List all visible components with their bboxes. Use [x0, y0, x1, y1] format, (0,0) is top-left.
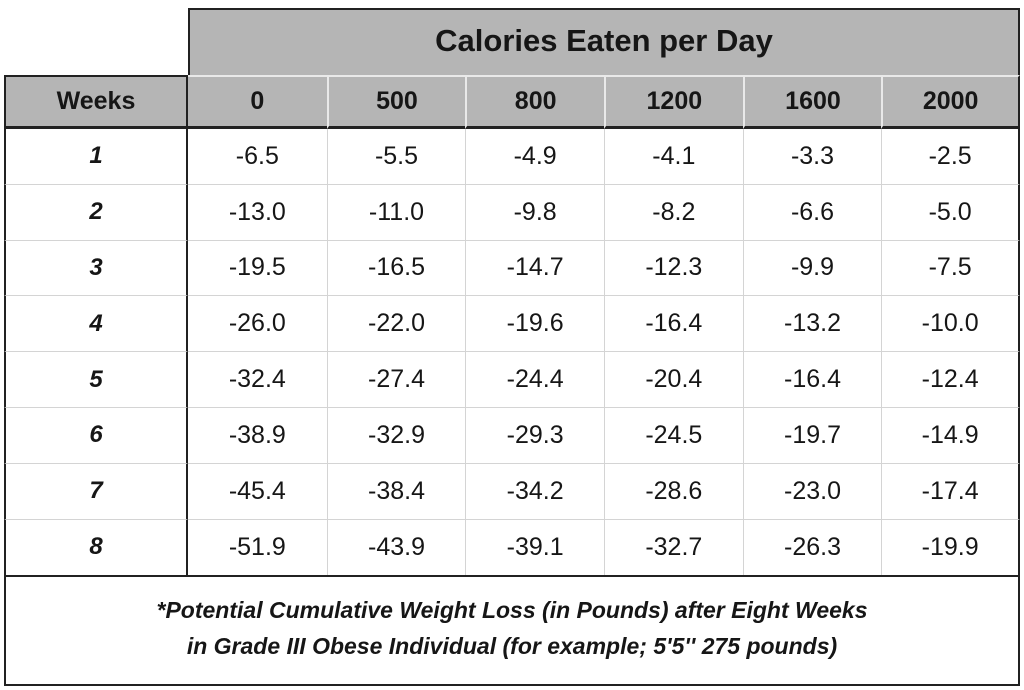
- value-week2-cal2000: -5.0: [881, 184, 1020, 241]
- week-label-8: 8: [4, 519, 188, 576]
- value-week2-cal500: -11.0: [326, 184, 466, 241]
- value-week6-cal0: -38.9: [188, 407, 327, 464]
- value-week7-cal800: -34.2: [465, 463, 604, 520]
- week-label-1: 1: [4, 129, 188, 185]
- value-week4-cal500: -22.0: [326, 296, 466, 353]
- col-header-800: 800: [465, 75, 604, 129]
- value-week8-cal1600: -26.3: [742, 519, 882, 576]
- value-week7-cal0: -45.4: [188, 463, 327, 520]
- value-week8-cal2000: -19.9: [881, 519, 1020, 576]
- corner-spacer: [4, 8, 188, 75]
- value-week8-cal800: -39.1: [465, 519, 604, 576]
- value-week8-cal0: -51.9: [188, 519, 327, 576]
- week-label-6: 6: [4, 407, 188, 464]
- col-header-1600: 1600: [742, 75, 882, 129]
- value-week1-cal800: -4.9: [465, 129, 604, 185]
- value-week2-cal800: -9.8: [465, 184, 604, 241]
- value-week3-cal1200: -12.3: [604, 240, 743, 297]
- value-week3-cal500: -16.5: [326, 240, 466, 297]
- value-week3-cal800: -14.7: [465, 240, 604, 297]
- footnote-line-1: *Potential Cumulative Weight Loss (in Po…: [156, 597, 868, 624]
- value-week8-cal1200: -32.7: [604, 519, 743, 576]
- value-week3-cal2000: -7.5: [881, 240, 1020, 297]
- value-week1-cal0: -6.5: [188, 129, 327, 185]
- value-week4-cal1600: -13.2: [742, 296, 882, 353]
- value-week7-cal500: -38.4: [326, 463, 466, 520]
- value-week8-cal500: -43.9: [326, 519, 466, 576]
- value-week5-cal2000: -12.4: [881, 352, 1020, 408]
- value-week6-cal1600: -19.7: [742, 407, 882, 464]
- week-label-3: 3: [4, 240, 188, 297]
- value-week2-cal1600: -6.6: [742, 184, 882, 241]
- table-footnote: *Potential Cumulative Weight Loss (in Po…: [4, 575, 1020, 686]
- value-week5-cal1200: -20.4: [604, 352, 743, 408]
- value-week3-cal1600: -9.9: [742, 240, 882, 297]
- value-week5-cal1600: -16.4: [742, 352, 882, 408]
- value-week2-cal1200: -8.2: [604, 184, 743, 241]
- value-week2-cal0: -13.0: [188, 184, 327, 241]
- value-week1-cal2000: -2.5: [881, 129, 1020, 185]
- value-week6-cal500: -32.9: [326, 407, 466, 464]
- value-week3-cal0: -19.5: [188, 240, 327, 297]
- week-label-7: 7: [4, 463, 188, 520]
- value-week6-cal1200: -24.5: [604, 407, 743, 464]
- value-week4-cal800: -19.6: [465, 296, 604, 353]
- weeks-column-header: Weeks: [4, 75, 188, 129]
- weight-loss-table: Calories Eaten per Day Weeks 0 500 800 1200…: [4, 8, 1020, 686]
- value-week7-cal2000: -17.4: [881, 463, 1020, 520]
- value-week4-cal2000: -10.0: [881, 296, 1020, 353]
- value-week1-cal1200: -4.1: [604, 129, 743, 185]
- week-label-5: 5: [4, 352, 188, 408]
- footnote-line-2: in Grade III Obese Individual (for examp…: [186, 633, 838, 660]
- value-week4-cal0: -26.0: [188, 296, 327, 353]
- col-header-2000: 2000: [881, 75, 1020, 129]
- value-week4-cal1200: -16.4: [604, 296, 743, 353]
- value-week7-cal1200: -28.6: [604, 463, 743, 520]
- value-week1-cal1600: -3.3: [742, 129, 882, 185]
- col-header-0: 0: [188, 75, 327, 129]
- value-week5-cal500: -27.4: [326, 352, 466, 408]
- col-header-1200: 1200: [604, 75, 743, 129]
- week-label-4: 4: [4, 296, 188, 353]
- value-week6-cal800: -29.3: [465, 407, 604, 464]
- week-label-2: 2: [4, 184, 188, 241]
- value-week1-cal500: -5.5: [326, 129, 466, 185]
- value-week6-cal2000: -14.9: [881, 407, 1020, 464]
- value-week5-cal0: -32.4: [188, 352, 327, 408]
- col-header-500: 500: [326, 75, 466, 129]
- table-title: Calories Eaten per Day: [188, 8, 1020, 75]
- value-week5-cal800: -24.4: [465, 352, 604, 408]
- value-week7-cal1600: -23.0: [742, 463, 882, 520]
